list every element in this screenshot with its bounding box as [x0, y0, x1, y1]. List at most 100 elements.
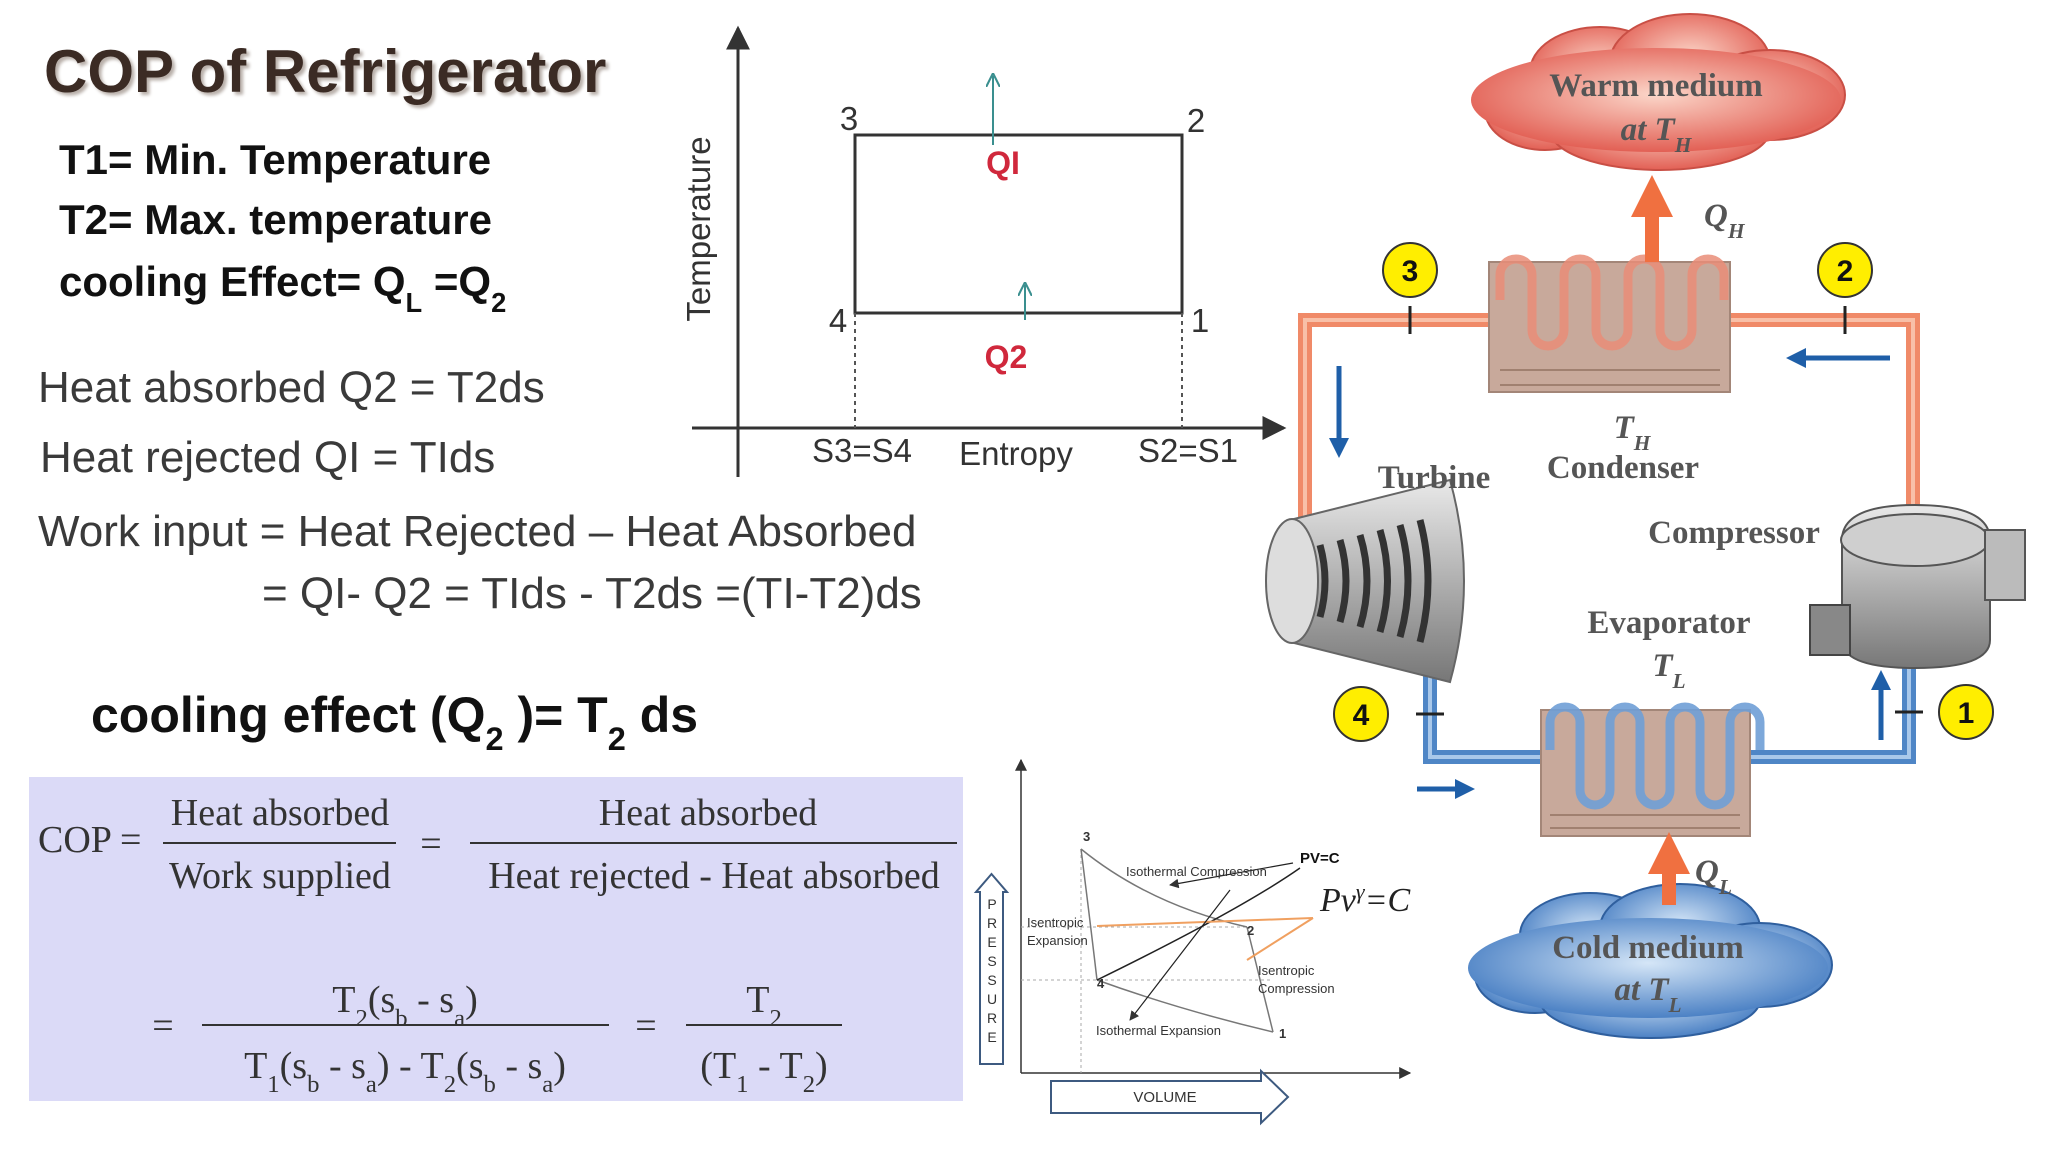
subscript: L: [406, 287, 423, 318]
title: COP of Refrigerator: [44, 38, 606, 105]
cycle-rectangle: [853, 133, 1184, 315]
equation: Work input = Heat Rejected – Heat Absorb…: [38, 507, 916, 556]
cloud-label: Warm medium: [1549, 68, 1763, 104]
formula-text: COP =: [38, 819, 141, 861]
text-run: (s: [368, 979, 395, 1021]
evaporator-coil: [1545, 702, 1765, 810]
subscript: H: [1674, 133, 1693, 157]
refrigeration-cycle: Warm medium at TH Cold medium at TL QH T…: [1265, 13, 2026, 1039]
evaporator-coil: [1550, 814, 1740, 829]
text-run: cooling Effect= Q: [59, 258, 406, 305]
component-label: Compressor: [1648, 515, 1820, 551]
text-run: T: [332, 979, 355, 1021]
subscript: 2: [356, 1005, 368, 1032]
evaporator-coil: [1540, 702, 1765, 837]
superscript: γ: [1356, 879, 1366, 904]
state-label: 2: [1837, 255, 1854, 288]
subscript: b: [395, 1005, 407, 1032]
heat-label: QI: [986, 145, 1020, 181]
subscript: L: [1672, 669, 1686, 693]
text-run: ): [553, 1045, 566, 1087]
heat-label: QH: [1704, 198, 1746, 243]
cloud-label: at TH: [1621, 112, 1693, 157]
subscript: L: [1718, 875, 1732, 899]
text-run: (s: [456, 1045, 483, 1087]
text-run: - s: [319, 1045, 365, 1087]
temp-label: TH: [1614, 410, 1652, 455]
compressor: [1984, 529, 2026, 601]
text-run: Pv: [1319, 882, 1357, 919]
compressor: [1809, 604, 1851, 656]
state-label: 1: [1958, 697, 1975, 730]
component-label: Condenser: [1547, 450, 1699, 486]
point-label: 1: [1279, 1026, 1286, 1041]
condenser-coil: [1488, 254, 1731, 393]
volume-arrow: [1050, 1068, 1290, 1126]
condenser-coil: [1500, 369, 1720, 386]
pressure-arrow: [973, 872, 1010, 1065]
definition: cooling Effect= QL =Q2: [59, 258, 506, 318]
text-run: =C: [1365, 882, 1411, 919]
subscript: 2: [491, 287, 506, 318]
point-label: 3: [1083, 829, 1090, 844]
point-label: 3: [840, 100, 858, 137]
definition: T2= Max. temperature: [59, 196, 492, 243]
state-markers: [1382, 242, 1438, 298]
guide-lines: [1021, 849, 1273, 1073]
heat-label: Q2: [985, 339, 1028, 375]
text-run: - s: [496, 1045, 542, 1087]
axis-label: PRESSURE: [984, 896, 1000, 1048]
left-text: COP of Refrigerator T1= Min. Temperature…: [38, 38, 922, 757]
compressor: [1840, 513, 1990, 567]
turbine: [1265, 518, 1319, 644]
text-run: ds: [626, 687, 698, 743]
state-markers: [1938, 684, 1994, 740]
text-run: - T: [749, 1045, 803, 1087]
text-run: ): [465, 979, 478, 1021]
process-curve: [1246, 926, 1274, 1033]
text-run: ): [815, 1045, 828, 1087]
turbine: [1265, 478, 1465, 684]
subscript: 2: [803, 1071, 815, 1098]
text-run: (T: [700, 1045, 736, 1087]
subscript: H: [1633, 431, 1652, 455]
formula-text: =: [635, 1005, 656, 1047]
axis-label: VOLUME: [1133, 1089, 1196, 1106]
definition: T1= Min. Temperature: [59, 136, 491, 183]
pv-curve: [1129, 889, 1231, 1021]
subscript: b: [307, 1071, 319, 1098]
axis-label: Temperature: [680, 136, 717, 321]
turbine: [1316, 519, 1432, 643]
formula-text: (T1 - T2): [700, 1045, 827, 1098]
formula-text: T1(sb - sa) - T2(sb - sa): [244, 1045, 566, 1098]
formula-text: Heat absorbed: [171, 792, 389, 834]
formula-text: Heat rejected - Heat absorbed: [488, 855, 940, 897]
text-run: )= T: [504, 687, 608, 743]
text-run: T: [1614, 410, 1636, 446]
ts-diagram: 3 2 4 1 QI Q2 Temperature S3=S4 Entropy …: [680, 25, 1287, 477]
process-label: Isothermal Compression: [1126, 864, 1267, 879]
component-label: Evaporator: [1587, 605, 1750, 641]
subscript: b: [484, 1071, 496, 1098]
text-run: Q: [1695, 854, 1719, 890]
text-run: at T: [1614, 972, 1670, 1008]
text-run: Q: [1704, 198, 1728, 234]
process-label: Isentropic: [1027, 915, 1084, 930]
warm-cloud: [1471, 48, 1841, 152]
state-label: 4: [1353, 699, 1370, 732]
process-curve: [1080, 848, 1098, 981]
subscript: H: [1727, 219, 1746, 243]
point-label: 2: [1247, 923, 1254, 938]
tick-label: S2=S1: [1138, 432, 1238, 469]
temp-label: TL: [1652, 648, 1685, 693]
formula-box: [29, 777, 963, 1101]
subscript: L: [1667, 993, 1681, 1017]
condenser-coil: [1495, 254, 1729, 351]
pv-curve: [1246, 917, 1314, 961]
text-run: at T: [1621, 112, 1677, 148]
process-label: Compression: [1258, 981, 1335, 996]
evaporator-coil: [1540, 709, 1751, 837]
text-run: cooling effect (Q: [91, 687, 485, 743]
subscript: 2: [485, 721, 503, 757]
